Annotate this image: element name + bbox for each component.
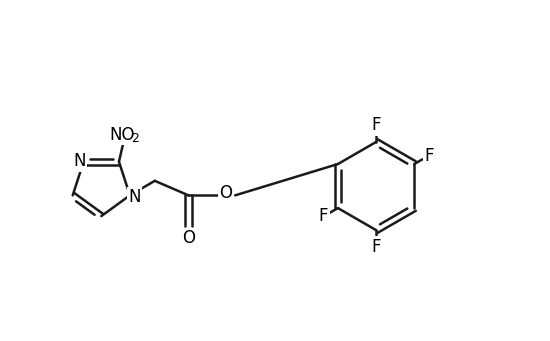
Text: NO: NO [109,126,135,144]
Text: 2: 2 [131,132,139,145]
Text: F: F [371,238,381,256]
Text: N: N [128,189,141,206]
Text: N: N [73,152,86,170]
Text: F: F [371,116,381,134]
Text: F: F [424,147,433,165]
Text: O: O [219,184,232,202]
Text: O: O [182,229,195,247]
Text: F: F [319,207,328,225]
